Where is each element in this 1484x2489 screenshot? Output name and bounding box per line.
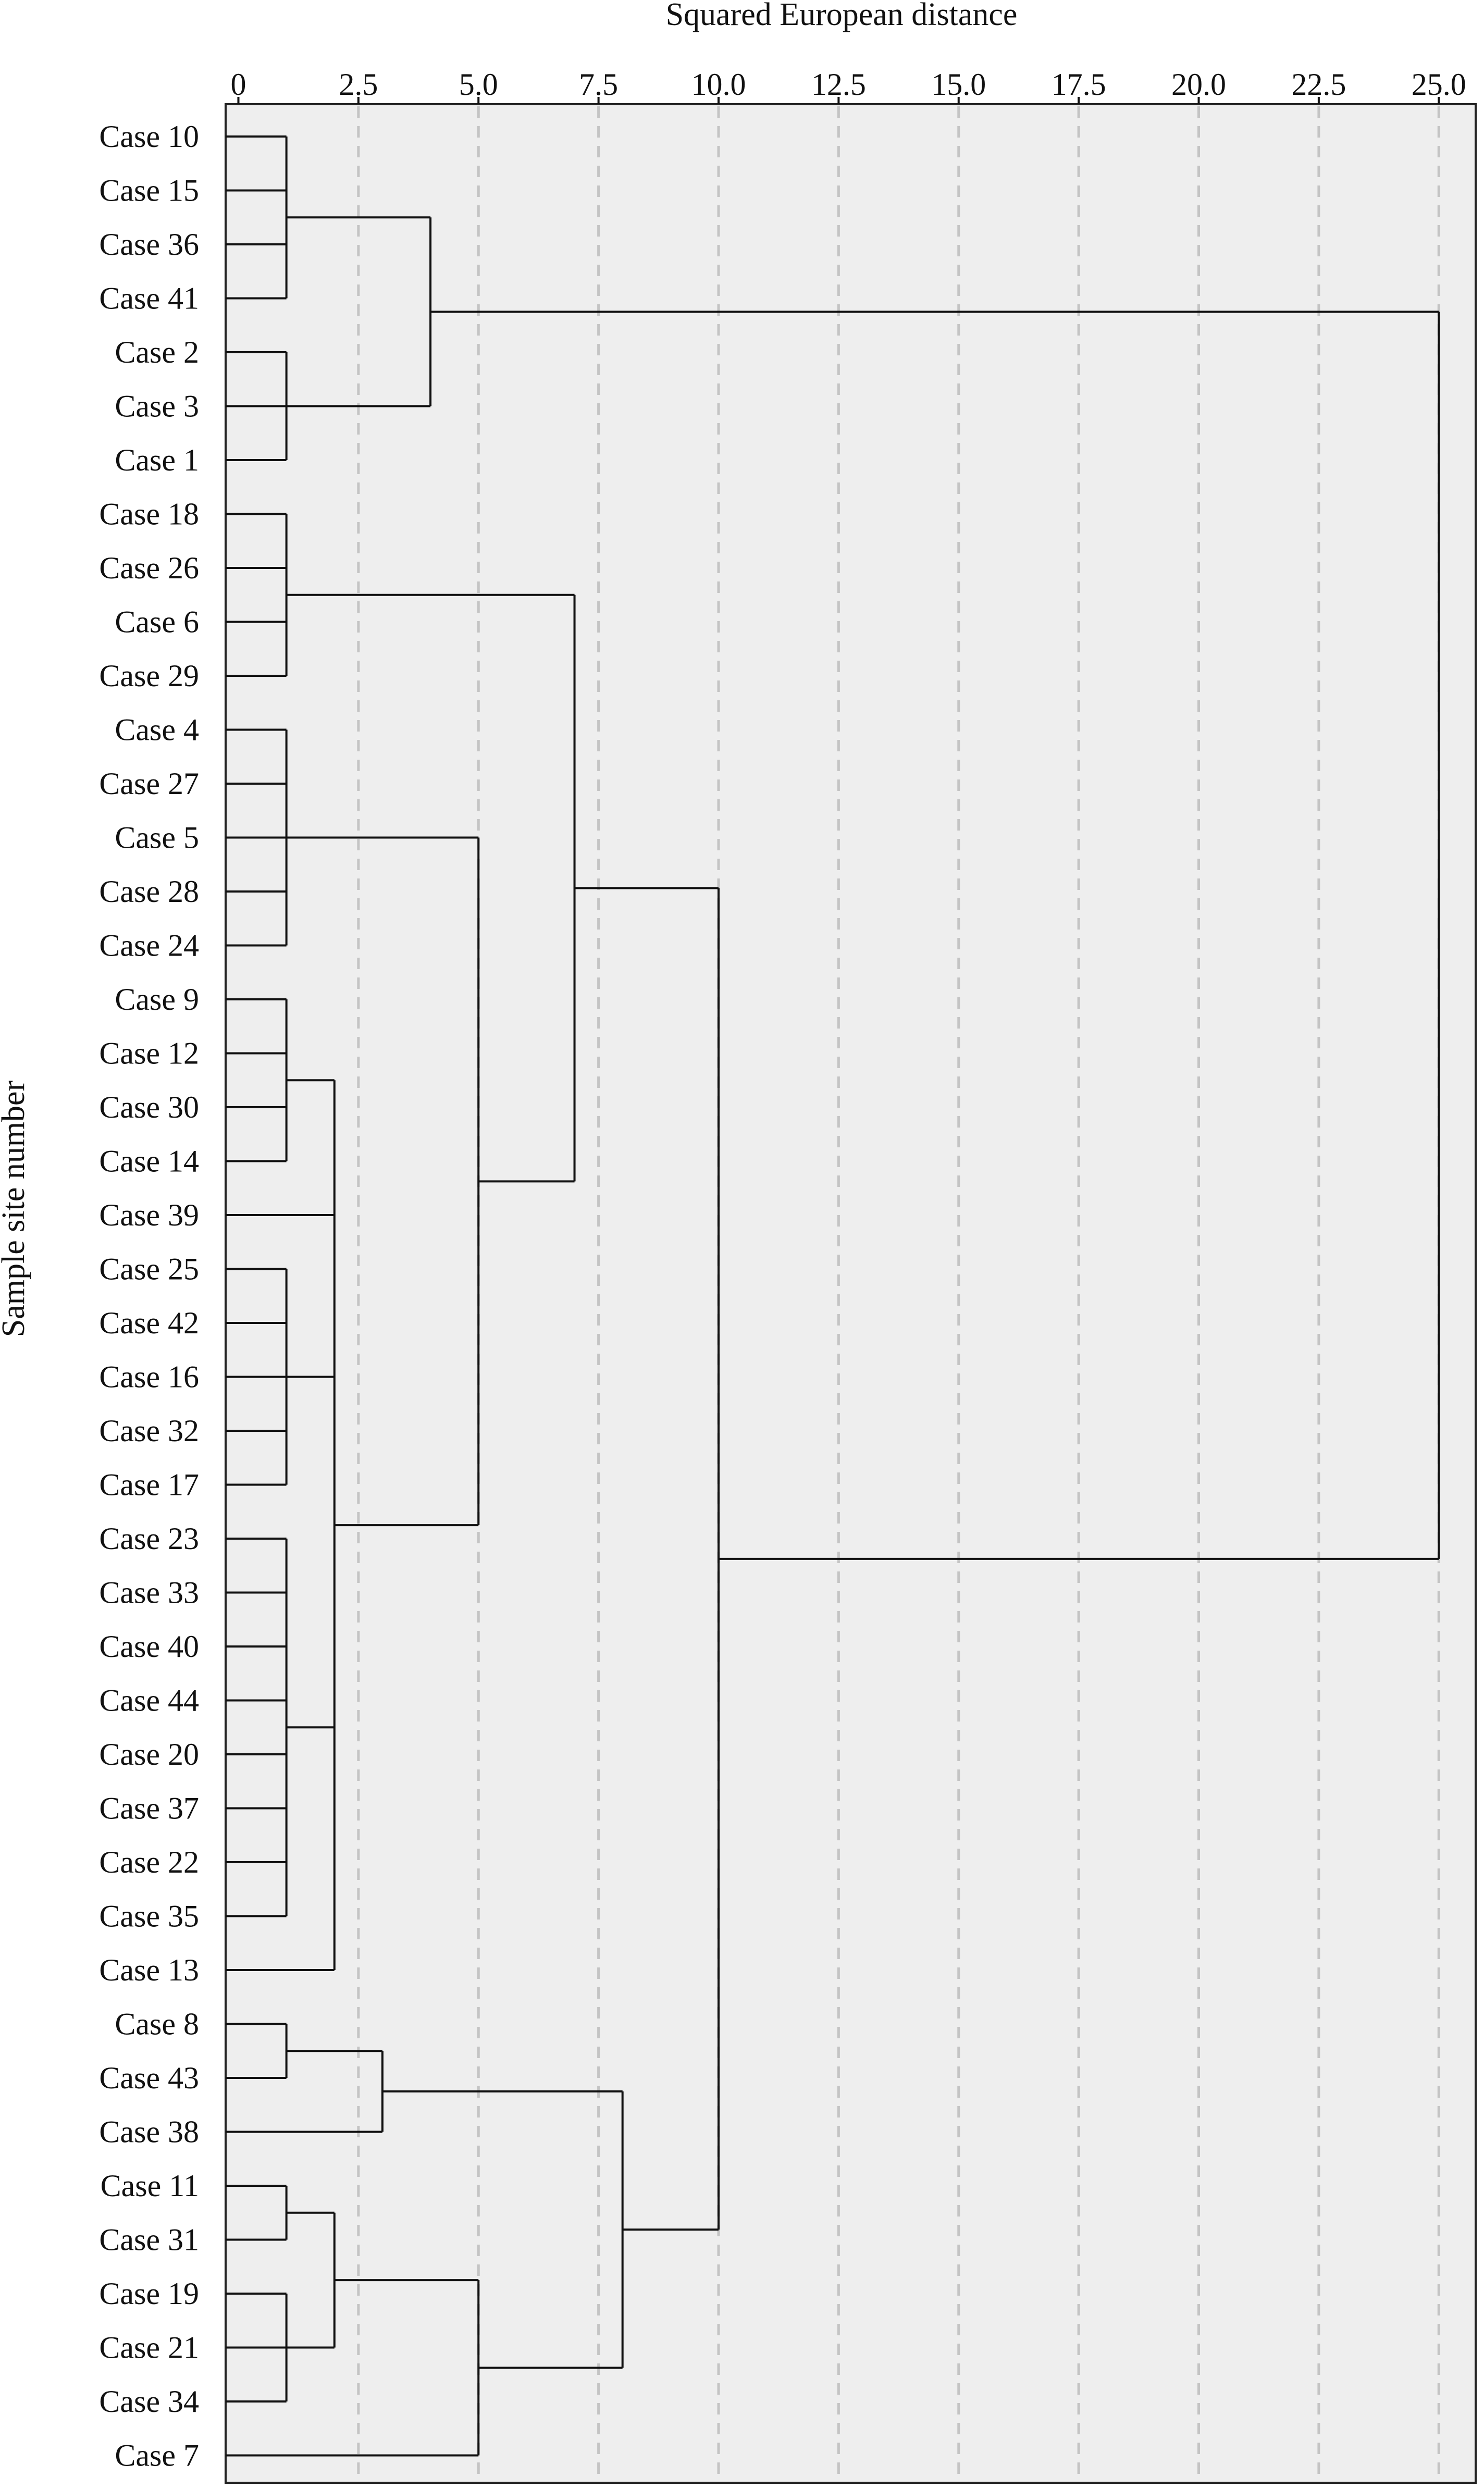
leaf-label: Case 18 [99, 497, 199, 531]
leaf-label: Case 21 [99, 2331, 199, 2365]
leaf-label: Case 1 [115, 443, 199, 477]
leaf-label: Case 5 [115, 821, 199, 855]
x-tick-label: 20.0 [1171, 67, 1226, 102]
leaf-label: Case 19 [99, 2276, 199, 2311]
leaf-label: Case 23 [99, 1521, 199, 1556]
y-axis-title: Sample site number [0, 1080, 31, 1337]
leaf-label: Case 13 [99, 1953, 199, 1987]
leaf-label: Case 43 [99, 2061, 199, 2095]
leaf-label: Case 29 [99, 659, 199, 693]
leaf-label: Case 30 [99, 1090, 199, 1124]
leaf-label: Case 3 [115, 389, 199, 424]
leaf-label: Case 14 [99, 1144, 199, 1179]
leaf-label: Case 26 [99, 551, 199, 585]
leaf-labels: Case 10 Case 15 Case 36 Case 41 Case 2 Case 3… [99, 119, 199, 2473]
leaf-label: Case 20 [99, 1737, 199, 1772]
x-tick-label: 7.5 [579, 67, 618, 102]
leaf-label: Case 22 [99, 1845, 199, 1879]
leaf-label: Case 32 [99, 1414, 199, 1448]
leaf-label: Case 10 [99, 119, 199, 154]
leaf-label: Case 24 [99, 928, 199, 963]
leaf-label: Case 40 [99, 1629, 199, 1664]
x-tick-label: 25.0 [1412, 67, 1466, 102]
leaf-label: Case 15 [99, 174, 199, 208]
x-tick-label: 10.0 [691, 67, 746, 102]
x-axis-ticks: 0 2.5 5.0 7.5 10.0 12.5 15.0 17.5 20.0 22.5 25.0 [231, 67, 1466, 104]
leaf-label: Case 16 [99, 1360, 199, 1394]
leaf-label: Case 37 [99, 1791, 199, 1826]
x-tick-label: 15.0 [931, 67, 986, 102]
leaf-label: Case 6 [115, 605, 199, 639]
x-tick-label: 17.5 [1052, 67, 1106, 102]
x-tick-label: 12.5 [811, 67, 866, 102]
leaf-label: Case 12 [99, 1036, 199, 1071]
leaf-label: Case 34 [99, 2384, 199, 2419]
leaf-label: Case 35 [99, 1899, 199, 1934]
leaf-label: Case 2 [115, 335, 199, 369]
leaf-label: Case 39 [99, 1198, 199, 1232]
leaf-label: Case 41 [99, 281, 199, 316]
leaf-label: Case 11 [101, 2169, 199, 2203]
leaf-label: Case 33 [99, 1576, 199, 1610]
x-tick-label: 2.5 [339, 67, 378, 102]
leaf-label: Case 25 [99, 1252, 199, 1286]
leaf-label: Case 4 [115, 713, 199, 747]
leaf-label: Case 38 [99, 2115, 199, 2149]
plot-area [225, 103, 1477, 2484]
leaf-label: Case 9 [115, 982, 199, 1017]
leaf-label: Case 31 [99, 2223, 199, 2257]
leaf-label: Case 42 [99, 1306, 199, 1340]
leaf-label: Case 44 [99, 1683, 199, 1718]
leaf-label: Case 27 [99, 766, 199, 801]
dendrogram-links [226, 135, 1440, 2457]
leaf-label: Case 8 [115, 2007, 199, 2041]
x-axis-title: Squared European distance [666, 0, 1018, 32]
x-tick-label: 0 [231, 67, 246, 102]
leaf-label: Case 17 [99, 1468, 199, 1502]
leaf-label: Case 7 [115, 2438, 199, 2473]
leaf-label: Case 36 [99, 227, 199, 262]
x-tick-label: 5.0 [459, 67, 498, 102]
x-tick-label: 22.5 [1291, 67, 1346, 102]
leaf-label: Case 28 [99, 874, 199, 909]
